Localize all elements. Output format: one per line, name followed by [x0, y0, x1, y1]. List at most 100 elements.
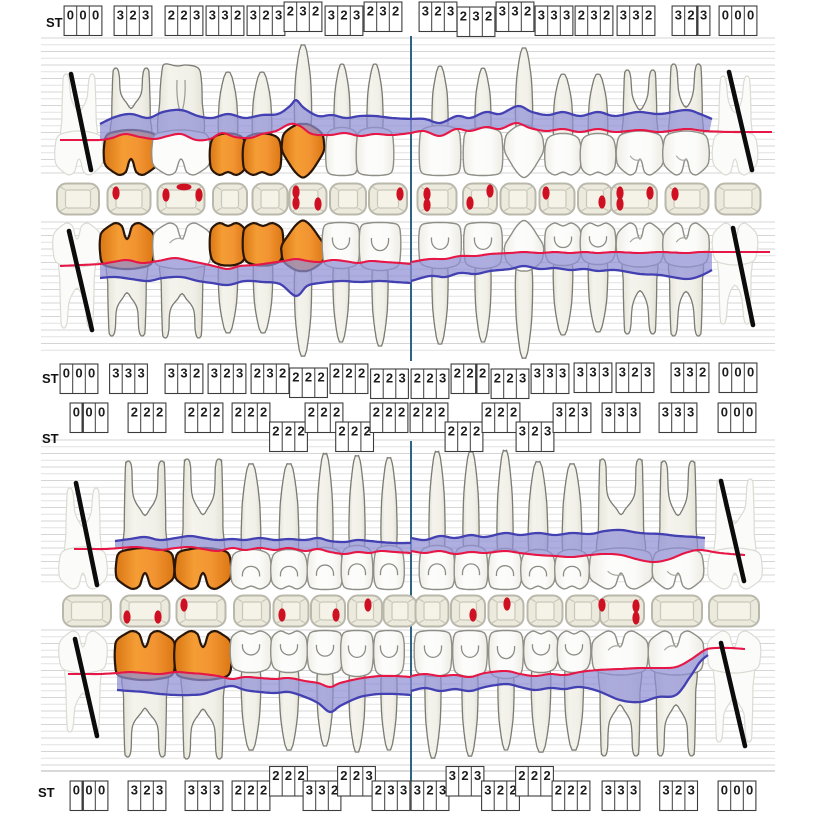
svg-text:2: 2: [156, 405, 163, 420]
svg-text:2: 2: [351, 424, 358, 439]
svg-text:2: 2: [375, 783, 382, 798]
svg-text:3: 3: [700, 8, 707, 23]
svg-text:3: 3: [550, 8, 557, 23]
svg-text:2: 2: [494, 371, 501, 386]
svg-text:3: 3: [472, 9, 479, 24]
svg-text:3: 3: [422, 4, 429, 19]
svg-text:2: 2: [331, 783, 338, 798]
svg-text:3: 3: [605, 405, 612, 420]
svg-text:2: 2: [675, 783, 682, 798]
svg-text:3: 3: [379, 4, 386, 19]
svg-text:0: 0: [88, 366, 95, 381]
svg-text:0: 0: [746, 783, 753, 798]
svg-text:3: 3: [414, 783, 421, 798]
svg-text:3: 3: [318, 783, 325, 798]
svg-text:0: 0: [92, 8, 99, 23]
svg-text:3: 3: [168, 366, 175, 381]
svg-text:2: 2: [260, 405, 267, 420]
svg-text:2: 2: [235, 405, 242, 420]
svg-text:3: 3: [546, 366, 553, 381]
svg-text:0: 0: [721, 783, 728, 798]
svg-text:2: 2: [188, 405, 195, 420]
svg-text:3: 3: [131, 783, 138, 798]
svg-text:3: 3: [211, 366, 218, 381]
svg-text:2: 2: [466, 366, 473, 381]
svg-text:2: 2: [392, 4, 399, 19]
svg-text:2: 2: [168, 8, 175, 23]
svg-text:2: 2: [425, 405, 432, 420]
svg-text:0: 0: [746, 405, 753, 420]
svg-text:2: 2: [426, 371, 433, 386]
svg-text:3: 3: [675, 8, 682, 23]
svg-text:3: 3: [499, 4, 506, 19]
svg-text:3: 3: [589, 365, 596, 380]
svg-text:2: 2: [460, 424, 467, 439]
svg-text:2: 2: [279, 366, 286, 381]
svg-text:2: 2: [567, 783, 574, 798]
svg-text:2: 2: [312, 4, 319, 19]
svg-text:2: 2: [305, 370, 312, 385]
svg-text:3: 3: [617, 405, 624, 420]
svg-text:2: 2: [414, 371, 421, 386]
svg-text:2: 2: [497, 783, 504, 798]
svg-text:2: 2: [317, 370, 324, 385]
svg-text:0: 0: [722, 365, 729, 380]
svg-text:3: 3: [644, 365, 651, 380]
svg-text:2: 2: [473, 424, 480, 439]
svg-text:3: 3: [447, 4, 454, 19]
svg-text:3: 3: [221, 8, 228, 23]
svg-text:2: 2: [235, 783, 242, 798]
svg-text:2: 2: [386, 371, 393, 386]
svg-text:0: 0: [722, 8, 729, 23]
svg-text:2: 2: [364, 424, 371, 439]
svg-text:3: 3: [188, 783, 195, 798]
svg-text:2: 2: [287, 4, 294, 19]
svg-text:2: 2: [234, 8, 241, 23]
svg-text:2: 2: [479, 366, 486, 381]
svg-text:3: 3: [306, 783, 313, 798]
svg-text:2: 2: [143, 405, 150, 420]
svg-text:3: 3: [519, 424, 526, 439]
svg-text:3: 3: [534, 366, 541, 381]
svg-text:2: 2: [333, 366, 340, 381]
svg-text:3: 3: [577, 365, 584, 380]
svg-text:3: 3: [544, 424, 551, 439]
svg-text:2: 2: [333, 405, 340, 420]
svg-text:3: 3: [687, 405, 694, 420]
svg-text:2: 2: [254, 366, 261, 381]
svg-text:3: 3: [620, 8, 627, 23]
svg-text:3: 3: [117, 8, 124, 23]
svg-text:ST: ST: [46, 15, 63, 30]
svg-text:3: 3: [630, 783, 637, 798]
svg-text:0: 0: [85, 405, 92, 420]
svg-text:2: 2: [524, 4, 531, 19]
svg-text:2: 2: [398, 405, 405, 420]
svg-text:3: 3: [365, 768, 372, 783]
svg-text:2: 2: [285, 768, 292, 783]
svg-text:2: 2: [272, 424, 279, 439]
svg-text:2: 2: [223, 366, 230, 381]
svg-text:2: 2: [338, 424, 345, 439]
svg-text:0: 0: [733, 783, 740, 798]
svg-text:2: 2: [297, 424, 304, 439]
svg-text:2: 2: [213, 405, 220, 420]
svg-text:3: 3: [193, 8, 200, 23]
svg-text:3: 3: [632, 8, 639, 23]
svg-text:3: 3: [662, 783, 669, 798]
svg-text:2: 2: [645, 8, 652, 23]
svg-text:0: 0: [73, 783, 80, 798]
svg-text:3: 3: [474, 768, 481, 783]
svg-text:3: 3: [213, 783, 220, 798]
svg-text:3: 3: [353, 8, 360, 23]
svg-text:2: 2: [687, 8, 694, 23]
svg-text:2: 2: [631, 365, 638, 380]
svg-text:3: 3: [200, 783, 207, 798]
svg-text:0: 0: [734, 365, 741, 380]
svg-text:0: 0: [747, 365, 754, 380]
svg-text:2: 2: [461, 768, 468, 783]
svg-text:2: 2: [345, 366, 352, 381]
svg-text:0: 0: [98, 783, 105, 798]
svg-text:3: 3: [398, 371, 405, 386]
svg-text:3: 3: [630, 405, 637, 420]
svg-text:2: 2: [367, 4, 374, 19]
